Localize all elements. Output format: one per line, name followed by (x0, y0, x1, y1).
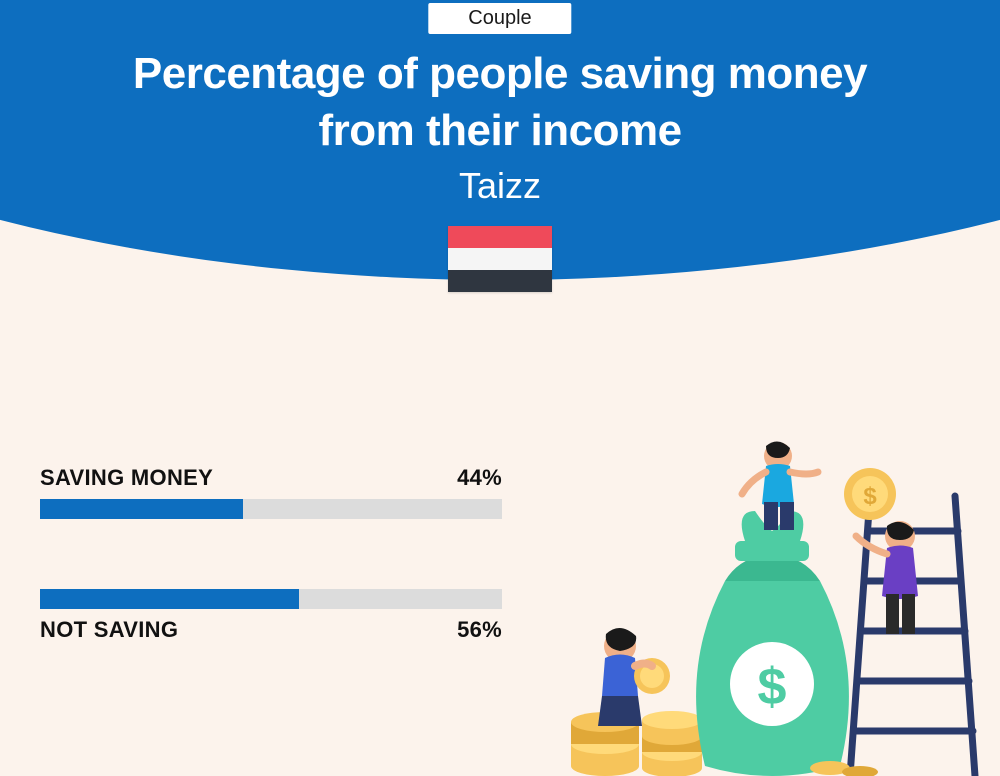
money-bag: $ (696, 511, 849, 776)
bar-track (40, 499, 502, 519)
main-title: Percentage of people saving money from t… (0, 45, 1000, 159)
bar-track (40, 589, 502, 609)
bar-value: 56% (457, 617, 502, 643)
loose-coins (810, 761, 878, 776)
bar-saving-money: SAVING MONEY 44% (40, 465, 502, 519)
subtitle-location: Taizz (0, 165, 1000, 207)
flag-stripe-mid (448, 248, 552, 270)
savings-illustration: $ $ (560, 436, 980, 776)
person-sitting (598, 628, 670, 726)
bars-container: SAVING MONEY 44% NOT SAVING 56% (40, 465, 502, 713)
flag-stripe-bot (448, 270, 552, 292)
person-ladder: $ (844, 468, 918, 634)
category-tag: Couple (428, 3, 571, 34)
bar-fill (40, 589, 299, 609)
coin-stack-mid (642, 711, 702, 776)
flag-stripe-top (448, 226, 552, 248)
title-block: Percentage of people saving money from t… (0, 45, 1000, 207)
bar-not-saving: NOT SAVING 56% (40, 589, 502, 643)
svg-text:$: $ (863, 483, 877, 510)
bar-fill (40, 499, 243, 519)
bar-label: SAVING MONEY (40, 465, 213, 491)
flag-yemen (448, 226, 552, 292)
bar-value: 44% (457, 465, 502, 491)
bar-label: NOT SAVING (40, 617, 178, 643)
svg-text:$: $ (758, 658, 787, 716)
